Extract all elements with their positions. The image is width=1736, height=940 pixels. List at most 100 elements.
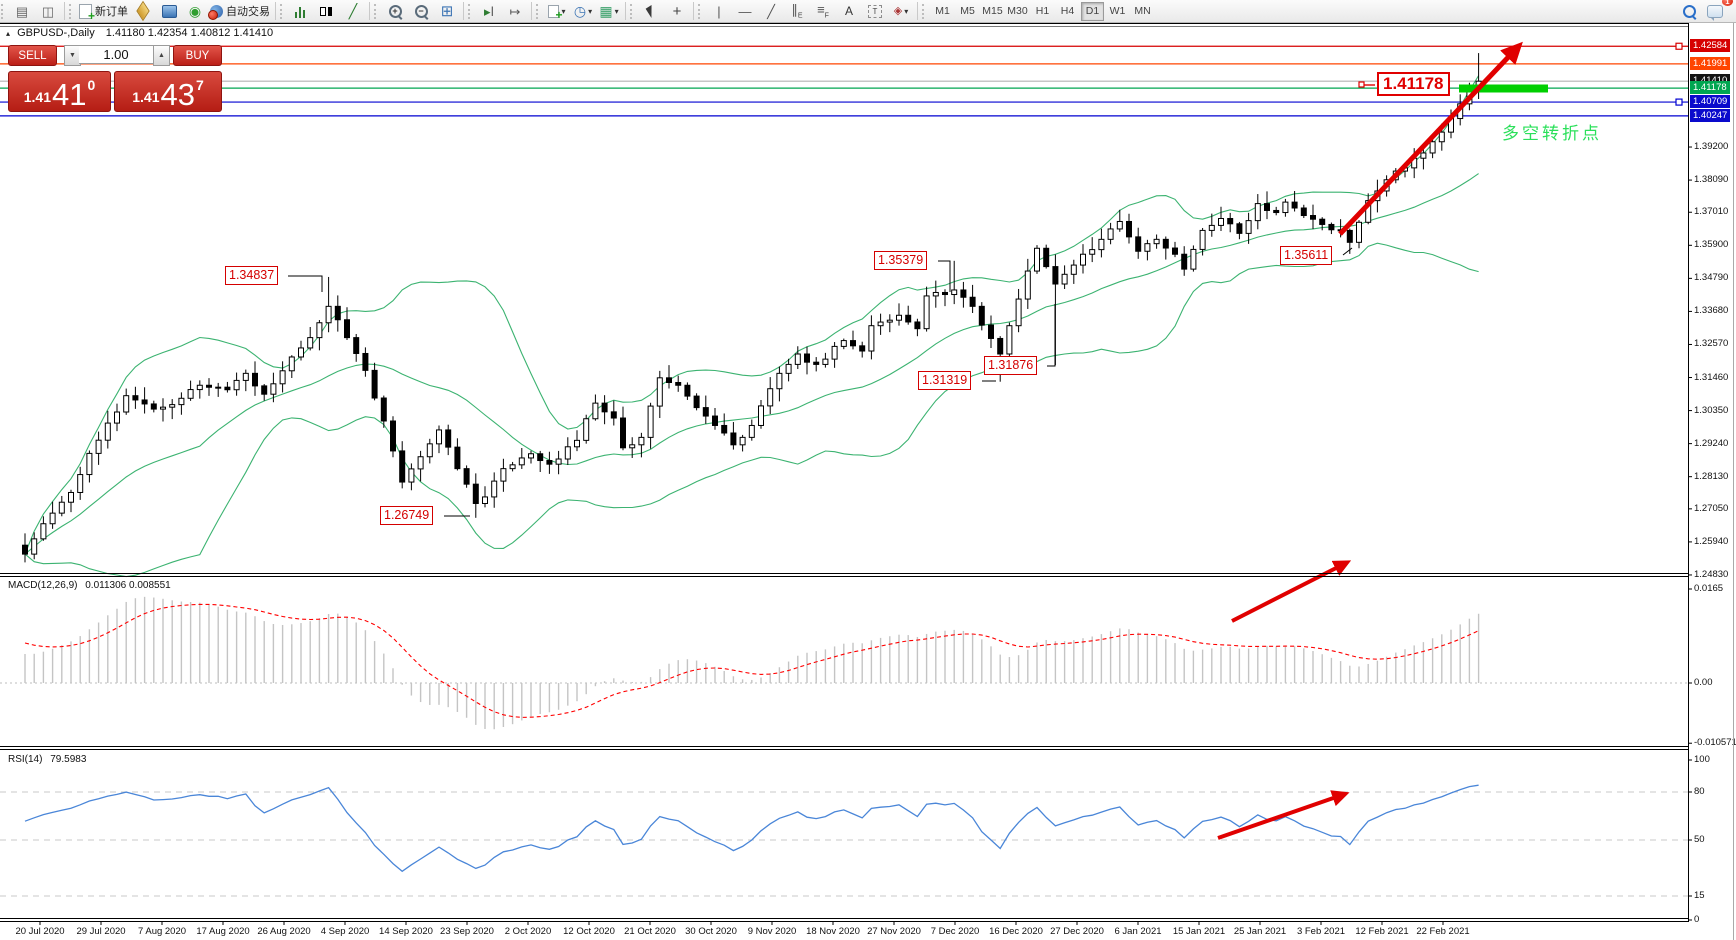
swing-price-label[interactable]: 1.31319 xyxy=(918,371,972,390)
date-tick-label: 7 Aug 2020 xyxy=(137,926,187,937)
timeframe-m15[interactable]: M15 xyxy=(982,5,1003,17)
line-chart-icon: ╱ xyxy=(348,3,358,19)
toolbar-button-cursor[interactable] xyxy=(638,1,664,21)
toolbar-button-text[interactable]: A xyxy=(836,1,862,21)
toolbar-button-new-order[interactable]: + 新订单 xyxy=(77,1,130,22)
indicators-icon: + xyxy=(548,4,562,21)
toolbar-drag-handle[interactable] xyxy=(69,3,74,19)
toolbar-button-horizontal-line[interactable]: — xyxy=(732,1,758,21)
toolbar-button-vertical-line[interactable]: | xyxy=(706,1,732,21)
terminal-icon xyxy=(161,4,177,18)
date-tick-label: 26 Aug 2020 xyxy=(257,926,311,937)
toolbar-drag-handle[interactable] xyxy=(280,3,285,19)
collapse-trade-panel-icon[interactable]: ▴ xyxy=(6,29,11,38)
toolbar-button-auto-trading[interactable]: 自动交易 xyxy=(208,1,272,21)
toolbar-separator xyxy=(64,2,65,20)
timeframe-h4[interactable]: H4 xyxy=(1060,5,1075,17)
timeframe-m5[interactable]: M5 xyxy=(960,5,975,17)
toolbar-drag-handle[interactable] xyxy=(468,3,473,19)
separator-main-macd[interactable] xyxy=(0,573,1689,574)
toolbar-button-terminal[interactable] xyxy=(156,1,182,21)
toolbar-button-trendline[interactable]: ╱ xyxy=(758,1,784,21)
chart-list-icon: ▤ xyxy=(15,3,29,19)
notifications-button[interactable]: 1 xyxy=(1702,0,1733,21)
toolbar-button-chart-preview[interactable]: ◫ xyxy=(35,1,61,21)
trend-note-text[interactable]: 多空转折点 xyxy=(1502,124,1602,143)
main-toolbar: ▤ ◫ + 新订单 ◉ 自动交易 ╱ + − ⊞ ▸ǀ ↦ + ▾ ◷ ▾ ▦ ▾ + | — ╱ ∥E ≡F A T ◈ ▾ M1 M5… xyxy=(0,0,1736,23)
timeframe-m30[interactable]: M30 xyxy=(1007,5,1028,17)
rsi-tick-label: 0 xyxy=(1694,914,1700,925)
price-axis-border xyxy=(1688,24,1689,922)
toolbar-button-indicators[interactable]: + ▾ xyxy=(544,1,570,21)
price-tick-label: 1.24830 xyxy=(1694,568,1729,580)
toolbar-button-zoom-out[interactable]: − xyxy=(408,1,434,21)
toolbar-button-zoom-in[interactable]: + xyxy=(382,1,408,21)
date-tick-label: 12 Feb 2021 xyxy=(1355,926,1409,937)
swing-price-label[interactable]: 1.26749 xyxy=(380,506,434,525)
price-tick-label: 1.27050 xyxy=(1694,502,1729,514)
rsi-header: RSI(14) 79.5983 xyxy=(8,754,86,765)
date-tick-label: 29 Jul 2020 xyxy=(76,926,126,937)
date-tick-label: 30 Oct 2020 xyxy=(685,926,737,937)
volume-input[interactable] xyxy=(79,45,153,64)
toolbar-button-candles-chart[interactable] xyxy=(314,1,340,21)
separator-macd-rsi[interactable] xyxy=(0,746,1689,747)
price-tick-label: 1.25940 xyxy=(1694,535,1729,547)
sell-button[interactable]: SELL xyxy=(8,45,57,66)
toolbar-drag-handle[interactable] xyxy=(922,3,927,19)
breakout-price-label[interactable]: 1.41178 xyxy=(1377,72,1450,96)
toolbar-drag-handle[interactable] xyxy=(374,3,379,19)
toolbar-drag-handle[interactable] xyxy=(698,3,703,19)
price-tick-label: 1.37010 xyxy=(1694,206,1729,218)
swing-price-label[interactable]: 1.35611 xyxy=(1280,246,1333,265)
toolbar-button-auto-scroll[interactable]: ▸ǀ xyxy=(476,1,502,21)
symbol-search-button[interactable] xyxy=(1676,1,1702,21)
toolbar-button-chart-shift[interactable]: ↦ xyxy=(502,1,528,21)
separator-main-macd2[interactable] xyxy=(0,576,1689,577)
toolbar-button-periods[interactable]: ◷ ▾ xyxy=(570,1,596,21)
window-border-top xyxy=(0,23,1689,24)
toolbar-drag-handle[interactable] xyxy=(536,3,541,19)
date-tick-label: 9 Nov 2020 xyxy=(747,926,797,937)
buy-price-button[interactable]: 1.41 43 7 xyxy=(114,71,222,112)
price-tick-label: 1.38090 xyxy=(1694,174,1729,186)
buy-button[interactable]: BUY xyxy=(173,45,222,66)
macd-plot xyxy=(0,596,1688,730)
price-level-label: 1.40709 xyxy=(1690,95,1731,109)
sell-price-button[interactable]: 1.41 41 0 xyxy=(8,71,111,112)
swing-price-label[interactable]: 1.31876 xyxy=(984,356,1038,375)
toolbar-button-signals[interactable]: ◉ xyxy=(182,1,208,21)
date-tick-label: 17 Aug 2020 xyxy=(196,926,250,937)
toolbar-button-bars-chart[interactable] xyxy=(288,1,314,21)
equidistant-channel-icon: ∥E xyxy=(791,1,803,20)
toolbar-button-channel[interactable]: ∥E xyxy=(784,1,810,21)
toolbar-button-crosshair[interactable]: + xyxy=(664,1,690,21)
chart-title-bar: ▴ GBPUSD-,Daily 1.41180 1.42354 1.40812 … xyxy=(6,27,273,39)
toolbar-button-text-label[interactable]: T xyxy=(862,1,888,21)
swing-price-label[interactable]: 1.35379 xyxy=(874,251,928,270)
fibonacci-icon: ≡F xyxy=(817,1,829,20)
toolbar-button-templates[interactable]: ▦ ▾ xyxy=(596,1,622,21)
toolbar-button-chart-list[interactable]: ▤ xyxy=(9,1,35,21)
toolbar-drag-handle[interactable] xyxy=(1,3,6,19)
toolbar-button-arrows[interactable]: ◈ ▾ xyxy=(888,1,914,21)
date-tick-label: 2 Oct 2020 xyxy=(504,926,552,937)
timeframe-d1[interactable]: D1 xyxy=(1081,1,1104,21)
price-tick-label: 1.32570 xyxy=(1694,338,1729,350)
toolbar-button-market-watch[interactable] xyxy=(130,0,156,22)
date-tick-label: 25 Jan 2021 xyxy=(1233,926,1287,937)
timeframe-mn[interactable]: MN xyxy=(1134,5,1151,17)
timeframe-h1[interactable]: H1 xyxy=(1035,5,1050,17)
toolbar-button-tile-windows[interactable]: ⊞ xyxy=(434,1,460,21)
swing-price-label[interactable]: 1.34837 xyxy=(225,266,279,285)
toolbar-button-fibonacci[interactable]: ≡F xyxy=(810,1,836,21)
toolbar-drag-handle[interactable] xyxy=(630,3,635,19)
timeframe-w1[interactable]: W1 xyxy=(1109,5,1126,17)
separator-macd-rsi2[interactable] xyxy=(0,749,1689,750)
toolbar-button-line-chart[interactable]: ╱ xyxy=(340,1,366,21)
cursor-icon xyxy=(645,4,657,18)
price-level-label: 1.41178 xyxy=(1690,81,1730,95)
volume-increase-button[interactable]: ▲ xyxy=(153,45,170,66)
timeframe-m1[interactable]: M1 xyxy=(935,5,950,17)
